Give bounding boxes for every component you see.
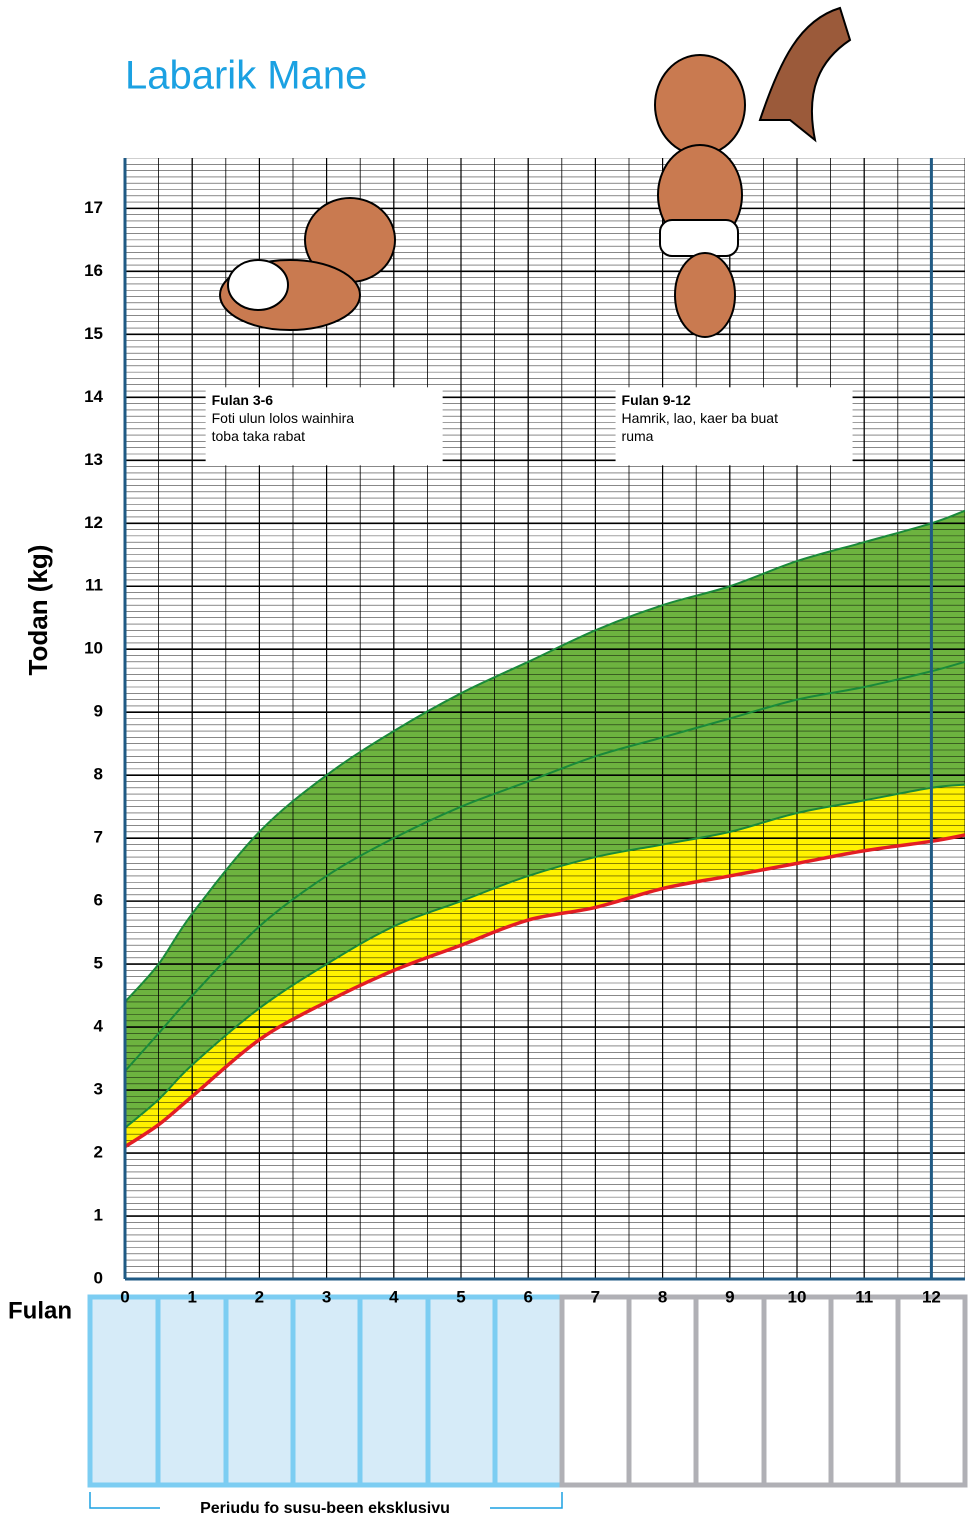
y-tick-label: 2: [94, 1143, 103, 1162]
growth-line: [125, 833, 965, 1149]
band-fill: [125, 784, 965, 1147]
x-axis-label: Fulan: [8, 1297, 72, 1324]
y-tick-label: 14: [84, 387, 103, 406]
y-axis-label: Todan (kg): [23, 545, 53, 676]
y-tick-label: 16: [84, 261, 103, 280]
y-tick-label: 11: [85, 576, 103, 595]
y-tick-label: 4: [94, 1017, 104, 1036]
x-tick-label: 9: [725, 1287, 734, 1306]
x-tick-label: 7: [591, 1287, 600, 1306]
annotation-box: [205, 387, 443, 466]
y-tick-label: 8: [94, 765, 103, 784]
y-tick-label: 15: [84, 324, 103, 343]
y-tick-label: 6: [94, 891, 103, 910]
crawling-baby-diaper: [227, 259, 289, 311]
y-tick-label: 13: [84, 450, 103, 469]
annotation-title: Fulan 9-12: [622, 392, 691, 408]
walking-baby-head: [654, 54, 746, 156]
walking-baby-legs: [674, 252, 736, 338]
chart-title: Labarik Mane: [125, 54, 367, 98]
x-tick-label: 0: [120, 1287, 129, 1306]
later-dividers: [626, 1297, 901, 1485]
annotation-title: Fulan 3-6: [212, 392, 274, 408]
y-tick-label: 1: [94, 1206, 103, 1225]
x-tick-label: 12: [922, 1287, 941, 1306]
x-tick-label: 2: [255, 1287, 264, 1306]
period-label: Periudu fo susu-been eksklusivu: [200, 1500, 450, 1517]
growth-line: [125, 509, 965, 1003]
x-tick-label: 5: [456, 1287, 465, 1306]
x-tick-label: 1: [187, 1287, 196, 1306]
period-box: [87, 1294, 565, 1488]
x-tick-label: 4: [389, 1287, 399, 1306]
illustrations: [219, 6, 852, 338]
annotation-text: toba taka rabat: [212, 428, 306, 444]
y-tick-label: 5: [94, 954, 103, 973]
x-tick-label: 10: [788, 1287, 807, 1306]
month-boxes: Periudu fo susu-been eksklusivu: [87, 1294, 968, 1517]
band-fill: [125, 661, 965, 1128]
annotation-text: ruma: [622, 428, 654, 444]
plot-area: [125, 158, 965, 1279]
period-bracket: [89, 1492, 563, 1509]
y-tick-label: 3: [94, 1080, 103, 1099]
period-dividers: [155, 1297, 498, 1485]
growth-line: [125, 783, 965, 1129]
y-tick-label: 7: [94, 828, 103, 847]
band-fill: [125, 510, 965, 1072]
y-tick-label: 17: [84, 198, 103, 217]
annotation-text: Hamrik, lao, kaer ba buat: [622, 410, 779, 426]
y-tick-label: 9: [94, 702, 103, 721]
growth-line: [125, 660, 965, 1072]
y-tick-label: 0: [94, 1268, 103, 1287]
annotation-text: Foti ulun lolos wainhira: [212, 410, 355, 426]
adult-hand: [758, 6, 852, 143]
y-tick-label: 10: [84, 639, 103, 658]
walking-baby-diaper: [659, 219, 739, 257]
x-tick-label: 6: [523, 1287, 532, 1306]
x-tick-label: 8: [658, 1287, 667, 1306]
x-tick-label: 11: [855, 1287, 873, 1306]
x-tick-label: 3: [322, 1287, 331, 1306]
y-tick-label: 12: [84, 513, 103, 532]
annotation-box: [615, 387, 853, 466]
